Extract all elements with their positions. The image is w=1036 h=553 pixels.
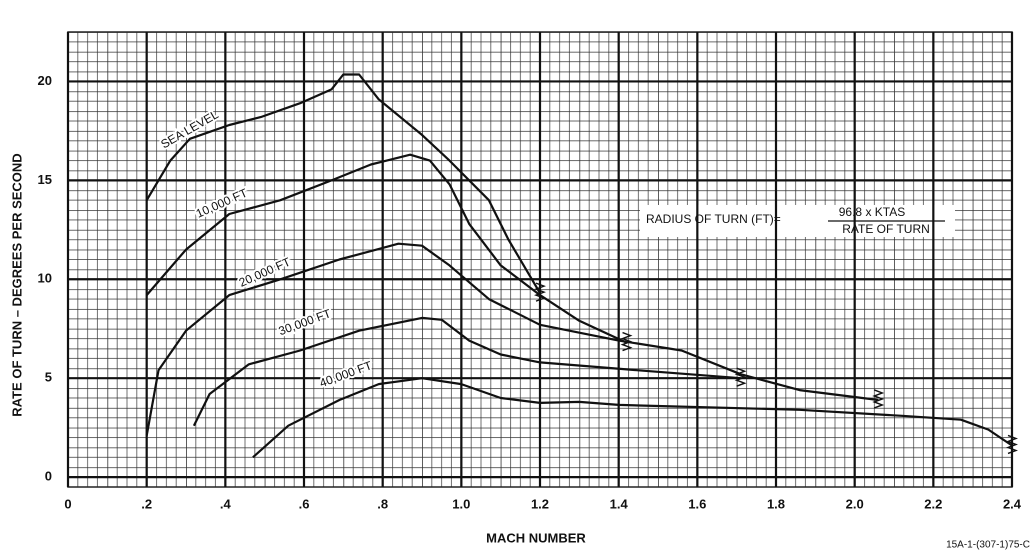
- formula-numerator: 96.8 x KTAS: [839, 205, 905, 219]
- x-tick-label: 1.6: [688, 496, 706, 511]
- x-tick-label: 2.2: [924, 496, 942, 511]
- x-axis-label: MACH NUMBER: [486, 530, 586, 545]
- series-line: [145, 242, 879, 436]
- series-line: [145, 153, 627, 344]
- limit-hatch: [872, 389, 885, 409]
- limit-hatch: [1006, 434, 1018, 455]
- y-tick-label: 5: [45, 370, 52, 385]
- x-tick-label: 2.0: [846, 496, 864, 511]
- y-tick-label: 10: [38, 271, 52, 286]
- figure-code: 15A-1-(307-1)75-C: [946, 540, 1030, 551]
- series-line: [192, 316, 741, 427]
- x-tick-label: 0: [64, 496, 71, 511]
- x-tick-label: .6: [299, 496, 310, 511]
- x-tick-label: .4: [220, 496, 232, 511]
- x-tick-label: .2: [141, 496, 152, 511]
- formula-denominator: RATE OF TURN: [842, 222, 930, 236]
- y-axis-label: RATE OF TURN – DEGREES PER SECOND: [9, 153, 24, 416]
- limit-hatch: [734, 367, 747, 387]
- x-tick-label: 1.4: [610, 496, 629, 511]
- x-tick-label: 2.4: [1003, 496, 1022, 511]
- x-tick-label: 1.8: [767, 496, 785, 511]
- x-tick-label: .8: [377, 496, 388, 511]
- y-tick-label: 20: [38, 73, 52, 88]
- formula: RADIUS OF TURN (FT)= 96.8 x KTAS RATE OF…: [640, 205, 955, 237]
- y-tick-label: 15: [38, 172, 52, 187]
- series-line: [145, 73, 541, 294]
- series-line: [252, 377, 1013, 459]
- y-tick-label: 0: [45, 469, 52, 484]
- x-tick-label: 1.0: [452, 496, 470, 511]
- formula-lhs: RADIUS OF TURN (FT)=: [646, 212, 781, 226]
- x-tick-label: 1.2: [531, 496, 549, 511]
